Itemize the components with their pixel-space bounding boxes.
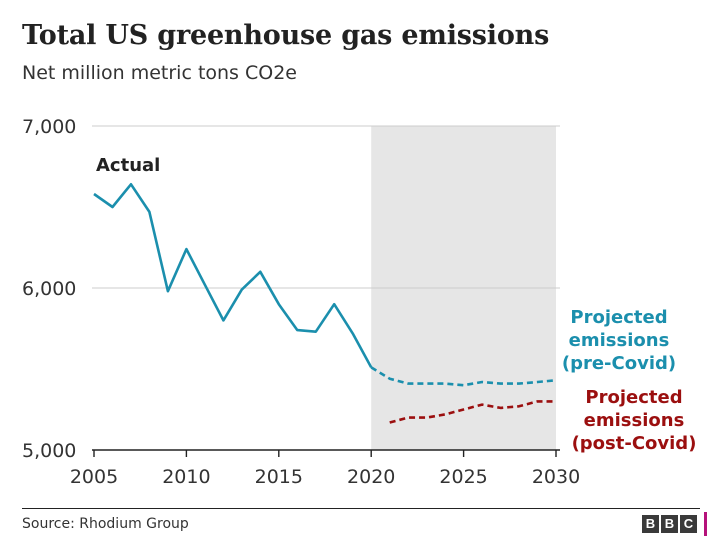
edge-accent: [704, 512, 707, 536]
x-tick-label: 2005: [70, 466, 118, 488]
series-label-pre-covid: Projected emissions (pre-Covid): [562, 307, 676, 374]
bbc-logo-letter: C: [680, 515, 697, 533]
source-note: Source: Rhodium Group: [22, 516, 189, 532]
bbc-logo-letter: B: [661, 515, 678, 533]
series-label-actual: Actual: [96, 155, 160, 176]
x-tick-label: 2010: [162, 466, 210, 488]
series-line-pre-covid: [370, 366, 557, 387]
bbc-logo: B B C: [642, 515, 697, 533]
chart-title: Total US greenhouse gas emissions: [22, 20, 550, 51]
x-tick-label: 2015: [255, 466, 303, 488]
y-tick-label: 7,000: [22, 116, 76, 138]
series-line-post-covid: [389, 400, 556, 424]
y-tick-label: 5,000: [22, 440, 76, 462]
y-tick-label: 6,000: [22, 278, 76, 300]
emissions-line-chart: 5,000 6,000 7,000 2005 2010 2015 2020 2025 2030 A…: [22, 116, 697, 488]
x-tick-label: 2025: [439, 466, 487, 488]
bbc-logo-letter: B: [642, 515, 659, 533]
series-line-actual: [93, 183, 373, 369]
series-label-post-covid: Projected emissions (post-Covid): [572, 387, 697, 454]
x-tick-label: 2020: [347, 466, 395, 488]
footer-divider: [22, 508, 700, 509]
x-tick-label: 2030: [532, 466, 580, 488]
chart-subtitle: Net million metric tons CO2e: [22, 62, 297, 84]
